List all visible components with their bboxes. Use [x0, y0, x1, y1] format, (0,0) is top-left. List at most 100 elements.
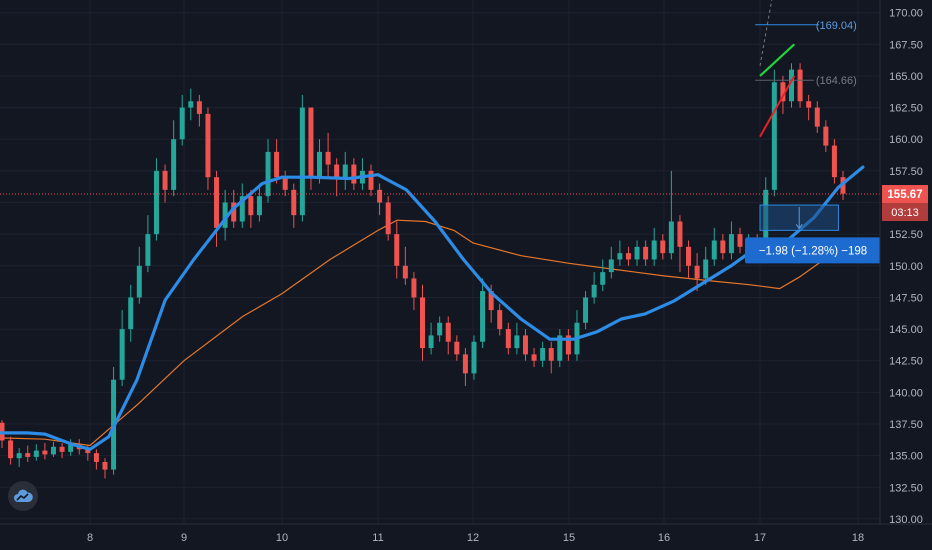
- candle-body: [677, 221, 683, 247]
- candle-body: [325, 151, 331, 165]
- candle-body: [565, 335, 571, 355]
- candle-body: [780, 82, 786, 102]
- target-high-label: (169.04): [816, 20, 857, 32]
- candle-body: [33, 450, 39, 457]
- candle-body: [531, 354, 537, 361]
- price-tick-label: 145.00: [889, 324, 923, 336]
- candle-body: [540, 348, 546, 361]
- candle-body: [102, 461, 108, 470]
- candle-body: [145, 234, 151, 266]
- candle-body: [222, 202, 228, 228]
- countdown-label: 03:13: [891, 207, 919, 219]
- candle-body: [471, 341, 477, 374]
- candle-body: [831, 145, 837, 178]
- candle-body: [153, 170, 159, 235]
- candle-body: [282, 177, 288, 190]
- time-tick-label: 12: [467, 532, 479, 544]
- candle-body: [411, 278, 417, 298]
- candle-body: [85, 449, 91, 454]
- price-tick-label: 152.50: [889, 229, 923, 241]
- fast-moving-average: [0, 165, 865, 451]
- candle-body: [823, 126, 829, 146]
- price-axis[interactable]: 130.00 132.50 135.00 137.50 140.00 142.50 145.…: [879, 0, 932, 550]
- candle-body: [25, 453, 31, 457]
- price-tick-label: 150.00: [889, 261, 923, 273]
- candle-body: [548, 348, 554, 361]
- candle-body: [437, 322, 443, 336]
- candle-body: [703, 259, 709, 279]
- axis-labels-overlay: 155.67 03:13: [882, 185, 928, 222]
- candle-body: [514, 335, 520, 349]
- price-tick-label: 137.50: [889, 419, 923, 431]
- target-mid-label: (164.66): [816, 75, 857, 87]
- candle-body: [394, 234, 400, 266]
- candle-body: [351, 164, 357, 184]
- candle-body: [814, 107, 820, 127]
- candle-body: [737, 234, 743, 247]
- candle-body: [214, 177, 220, 228]
- candle-body: [402, 265, 408, 279]
- candle-body: [462, 354, 468, 374]
- candle-body: [308, 107, 314, 178]
- candle-body: [171, 139, 177, 190]
- slow-moving-average: [0, 219, 859, 447]
- cloud-chart-icon: [14, 489, 33, 502]
- slow-ma-line: [0, 219, 859, 447]
- price-tick-label: 167.50: [889, 39, 923, 51]
- candle-body: [600, 272, 606, 285]
- current-price-tag: [882, 185, 928, 204]
- candle-body: [694, 265, 700, 279]
- candle-body: [231, 202, 237, 222]
- candle-body: [643, 246, 649, 260]
- price-tick-label: 160.00: [889, 134, 923, 146]
- time-tick-label: 9: [181, 532, 187, 544]
- candle-body: [651, 240, 657, 260]
- current-price-label: 155.67: [887, 189, 922, 201]
- candle-body: [317, 151, 323, 178]
- candle-body: [188, 101, 194, 108]
- candle-body: [50, 446, 56, 455]
- candle-body: [162, 170, 168, 190]
- tradingview-logo-icon[interactable]: [8, 481, 38, 511]
- drawing-tools[interactable]: (169.04) (164.66) −1.98 (−1.28%) −198: [0, 0, 881, 264]
- candle-body: [59, 446, 65, 452]
- candle-body: [420, 297, 425, 349]
- candle-body: [385, 202, 391, 235]
- time-tick-label: 16: [658, 532, 670, 544]
- time-tick-label: 11: [372, 532, 383, 544]
- measure-badge: [745, 237, 881, 264]
- candle-body: [68, 444, 74, 452]
- candle-body: [720, 240, 726, 254]
- candle-body: [368, 170, 374, 190]
- candle-body: [299, 107, 305, 216]
- time-axis[interactable]: 8 9 10 11 12 15 16 17 18: [0, 523, 932, 550]
- candle-body: [583, 297, 589, 323]
- candle-body: [428, 335, 434, 349]
- candle-body: [625, 253, 631, 260]
- price-tick-label: 157.50: [889, 166, 923, 178]
- price-tick-label: 140.00: [889, 387, 923, 399]
- candle-body: [789, 69, 795, 102]
- price-tick-label: 165.00: [889, 71, 923, 83]
- candle-body: [497, 310, 503, 330]
- time-tick-label: 15: [563, 532, 575, 544]
- candle-body: [93, 453, 99, 462]
- candle-body: [668, 221, 674, 254]
- candle-body: [686, 246, 692, 266]
- time-tick-label: 8: [87, 532, 93, 544]
- time-tick-label: 10: [276, 532, 288, 544]
- price-tick-label: 147.50: [889, 292, 923, 304]
- candle-body: [522, 335, 528, 355]
- candle-body: [205, 113, 211, 178]
- time-axis-background: [0, 524, 932, 550]
- candle-body: [634, 246, 640, 260]
- candle-body: [256, 196, 262, 216]
- candle-body: [797, 69, 803, 102]
- candle-body: [42, 450, 48, 455]
- price-tick-label: 162.50: [889, 103, 923, 115]
- measure-badge-text: −1.98 (−1.28%) −198: [759, 245, 867, 257]
- candle-body: [265, 151, 271, 197]
- candle-body: [557, 335, 563, 361]
- price-tick-label: 135.00: [889, 451, 923, 463]
